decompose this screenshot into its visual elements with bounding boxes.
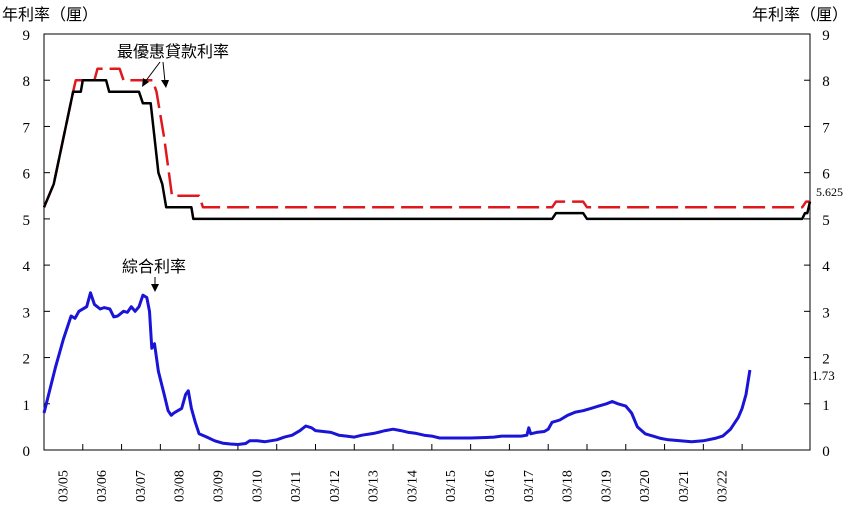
series-prime-high-line	[42, 67, 810, 209]
y-right-tick-label: 4	[822, 259, 830, 275]
y-right-tick-label: 8	[822, 74, 830, 90]
x-tick-label: 03/15	[444, 470, 459, 502]
prime-arrow-2-shaft	[162, 61, 166, 83]
x-tick-label: 03/14	[405, 470, 420, 502]
x-tick-label: 03/21	[677, 470, 692, 502]
y-left-tick-label: 9	[23, 28, 31, 44]
series-composite-line	[42, 291, 752, 446]
x-tick-label: 03/22	[716, 470, 731, 502]
x-tick-label: 03/16	[483, 470, 498, 502]
ticks-layer: 0 0 1 1 2 2 3 3 4 4 5 5 6 6 7 7 8 8 9 9 03/05 03/06 03/07 03/08…	[23, 28, 831, 502]
composite-arrow-head	[151, 284, 159, 292]
x-tick-label: 03/11	[289, 471, 304, 502]
y-left-tick-label: 5	[23, 213, 31, 229]
y-left-tick-label: 3	[23, 305, 31, 321]
prime-rate-annotation: 最優惠貸款利率	[117, 43, 229, 61]
x-tick-label: 03/17	[522, 470, 537, 502]
x-tick-label: 03/10	[250, 470, 265, 502]
prime-rate-end-label: 5.625	[816, 185, 843, 199]
y-right-tick-label: 2	[822, 352, 830, 368]
y-left-tick-label: 1	[23, 398, 31, 414]
y-right-tick-label: 5	[822, 213, 830, 229]
y-left-tick-label: 7	[23, 120, 31, 136]
labels-layer: 年利率（厘） 年利率（厘） 最優惠貸款利率 綜合利率 5.625 1.73	[2, 6, 848, 383]
y-left-tick-label: 6	[23, 167, 31, 183]
x-tick-label: 03/19	[599, 470, 614, 502]
x-tick-label: 03/20	[638, 470, 653, 502]
y-left-tick-label: 4	[23, 259, 31, 275]
x-tick-label: 03/05	[56, 470, 71, 502]
y-left-tick-label: 0	[23, 444, 31, 460]
plot-frame	[43, 33, 811, 451]
y-right-tick-label: 6	[822, 167, 830, 183]
y-right-unit-label: 年利率（厘）	[752, 6, 848, 24]
prime-arrow-1-head	[142, 78, 149, 87]
composite-rate-end-label: 1.73	[812, 368, 835, 383]
x-tick-label: 03/06	[95, 470, 110, 502]
x-tick-label: 03/12	[328, 470, 343, 502]
x-tick-label: 03/09	[212, 470, 227, 502]
prime-arrow-1-shaft	[144, 61, 161, 83]
x-tick-label: 03/08	[173, 470, 188, 502]
y-right-tick-label: 7	[822, 120, 830, 136]
y-right-tick-label: 0	[822, 444, 830, 460]
y-left-tick-label: 2	[23, 352, 31, 368]
x-tick-label: 03/18	[561, 470, 576, 502]
y-right-tick-label: 1	[822, 398, 830, 414]
y-right-tick-label: 3	[822, 305, 830, 321]
prime-arrow-2-head	[161, 80, 169, 88]
arrows-layer	[142, 61, 169, 292]
y-left-unit-label: 年利率（厘）	[2, 6, 98, 24]
x-tick-label: 03/13	[367, 470, 382, 502]
series-layer	[42, 67, 812, 446]
series-prime-low-line	[42, 78, 812, 221]
y-right-tick-label: 9	[822, 28, 830, 44]
x-tick-label: 03/07	[134, 470, 149, 502]
y-left-tick-label: 8	[23, 74, 31, 90]
composite-rate-annotation: 綜合利率	[122, 258, 186, 276]
plot-frame-layer	[43, 33, 811, 451]
